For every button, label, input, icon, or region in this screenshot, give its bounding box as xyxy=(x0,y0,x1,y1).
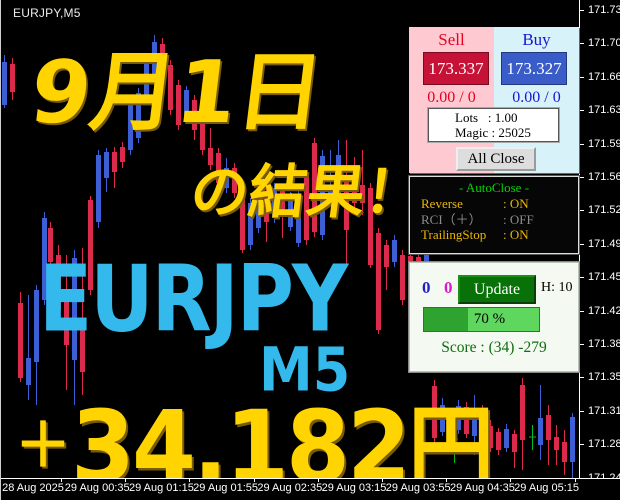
magic-line: Magic : 25025 xyxy=(455,125,531,140)
overlay-date-text: 9月1日 xyxy=(24,43,329,143)
autoclose-title: - AutoClose - xyxy=(458,180,530,195)
h-count-label: H: 10 xyxy=(541,280,573,295)
time-tick xyxy=(317,479,319,482)
reverse-label: Reverse xyxy=(421,196,463,211)
price-tick xyxy=(580,10,584,11)
price-axis-label: 171.420 xyxy=(588,304,620,317)
rci-label: RCI（＋） xyxy=(421,211,482,227)
time-axis-label: 29 Aug 03:15 xyxy=(321,482,387,494)
lots-line: Lots : 1.00 xyxy=(455,110,518,125)
chart-symbol-label: EURJPY,M5 xyxy=(13,6,81,20)
overlay-pair-text: EURJPY xyxy=(39,246,348,354)
price-tick xyxy=(580,243,584,245)
sell-position-info: 0.00 / 0 xyxy=(427,89,476,106)
price-axis-label: 171.455 xyxy=(588,271,620,284)
price-axis-label: 171.665 xyxy=(588,70,620,83)
price-tick xyxy=(580,43,584,45)
progress-bar-fill xyxy=(424,308,468,331)
price-tick xyxy=(580,177,584,178)
time-tick xyxy=(125,479,127,482)
counter-blue: 0 xyxy=(422,278,431,297)
buy-position-info: 0.00 / 0 xyxy=(512,89,561,106)
counter-magenta: 0 xyxy=(444,278,453,297)
autoclose-panel: - AutoClose - Reverse : ON RCI（＋） : OFF … xyxy=(409,176,579,254)
trailingstop-label: TrailingStop xyxy=(421,227,487,242)
time-axis-label: 29 Aug 01:55 xyxy=(193,482,259,494)
price-tick xyxy=(580,444,584,446)
price-tick xyxy=(580,143,584,145)
time-axis-label: 29 Aug 00:35 xyxy=(64,482,130,494)
time-axis-label: 28 Aug 2025 xyxy=(2,482,64,494)
price-axis-label: 171.350 xyxy=(588,371,620,384)
score-label: Score : (34) -279 xyxy=(441,339,547,356)
time-tick xyxy=(510,479,512,482)
price-axis-label: 171.595 xyxy=(588,137,620,150)
trade-panel: Sell Buy 173.337 173.327 0.00 / 0 0.00 /… xyxy=(409,27,579,173)
trailingstop-value: : ON xyxy=(503,227,529,242)
price-axis[interactable]: 171.735 171.700 171.665 171.630 171.595 171.5… xyxy=(579,0,620,484)
price-tick xyxy=(580,344,584,345)
profit-plus-sign: ＋ xyxy=(15,410,71,482)
buy-price-button[interactable]: 173.327 xyxy=(501,52,567,85)
autoclose-row-trailingstop: TrailingStop : ON xyxy=(410,227,578,243)
sell-price-button[interactable]: 173.337 xyxy=(423,52,489,85)
time-axis[interactable]: 28 Aug 2025 29 Aug 00:35 29 Aug 01:15 29 Au… xyxy=(1,478,620,500)
price-axis-label: 171.700 xyxy=(588,37,620,50)
update-button[interactable]: Update xyxy=(458,275,536,304)
autoclose-row-reverse: Reverse : ON xyxy=(410,196,578,212)
buy-label: Buy xyxy=(522,30,551,49)
time-tick xyxy=(574,479,576,482)
time-tick xyxy=(446,479,448,482)
time-tick xyxy=(61,479,62,482)
price-axis-label: 171.735 xyxy=(588,4,620,16)
time-axis-label: 29 Aug 01:15 xyxy=(128,482,194,494)
price-tick xyxy=(580,76,584,78)
time-tick xyxy=(382,479,383,482)
price-tick xyxy=(580,210,584,212)
rci-value: : OFF xyxy=(503,211,534,227)
all-close-button[interactable]: All Close xyxy=(456,147,536,171)
autoclose-row-rci: RCI（＋） : OFF xyxy=(410,212,578,228)
overlay-timeframe-text: M5 xyxy=(259,334,351,405)
time-axis-label: 29 Aug 04:35 xyxy=(449,482,515,494)
price-tick xyxy=(580,310,584,312)
price-tick xyxy=(580,410,584,412)
price-axis-label: 171.385 xyxy=(588,338,620,350)
price-tick xyxy=(580,110,584,112)
time-axis-label: 29 Aug 03:55 xyxy=(385,482,451,494)
price-axis-label: 171.630 xyxy=(588,104,620,117)
reverse-value: : ON xyxy=(503,196,529,211)
progress-percent-label: 70 % xyxy=(473,311,506,327)
progress-bar: 70 % xyxy=(423,307,540,332)
candlestick-chart xyxy=(2,35,575,478)
price-axis-label: 171.315 xyxy=(588,404,620,417)
overlay-result-text: の結果！ xyxy=(186,158,428,226)
price-axis-label: 171.490 xyxy=(588,237,620,250)
price-axis-label: 171.560 xyxy=(588,171,620,183)
price-axis-label: 171.525 xyxy=(588,204,620,217)
time-tick xyxy=(189,479,191,482)
price-tick xyxy=(580,377,584,379)
time-tick xyxy=(253,479,255,482)
sell-label: Sell xyxy=(438,30,465,49)
price-axis-label: 171.280 xyxy=(588,438,620,451)
time-axis-label: 29 Aug 05:15 xyxy=(514,482,580,494)
price-tick xyxy=(580,277,584,279)
lots-magic-box: Lots : 1.00 Magic : 25025 xyxy=(428,108,559,142)
time-axis-label: 29 Aug 02:35 xyxy=(257,482,323,494)
update-panel: 0 0 Update H: 10 70 % Score : (34) -279 xyxy=(409,262,579,372)
